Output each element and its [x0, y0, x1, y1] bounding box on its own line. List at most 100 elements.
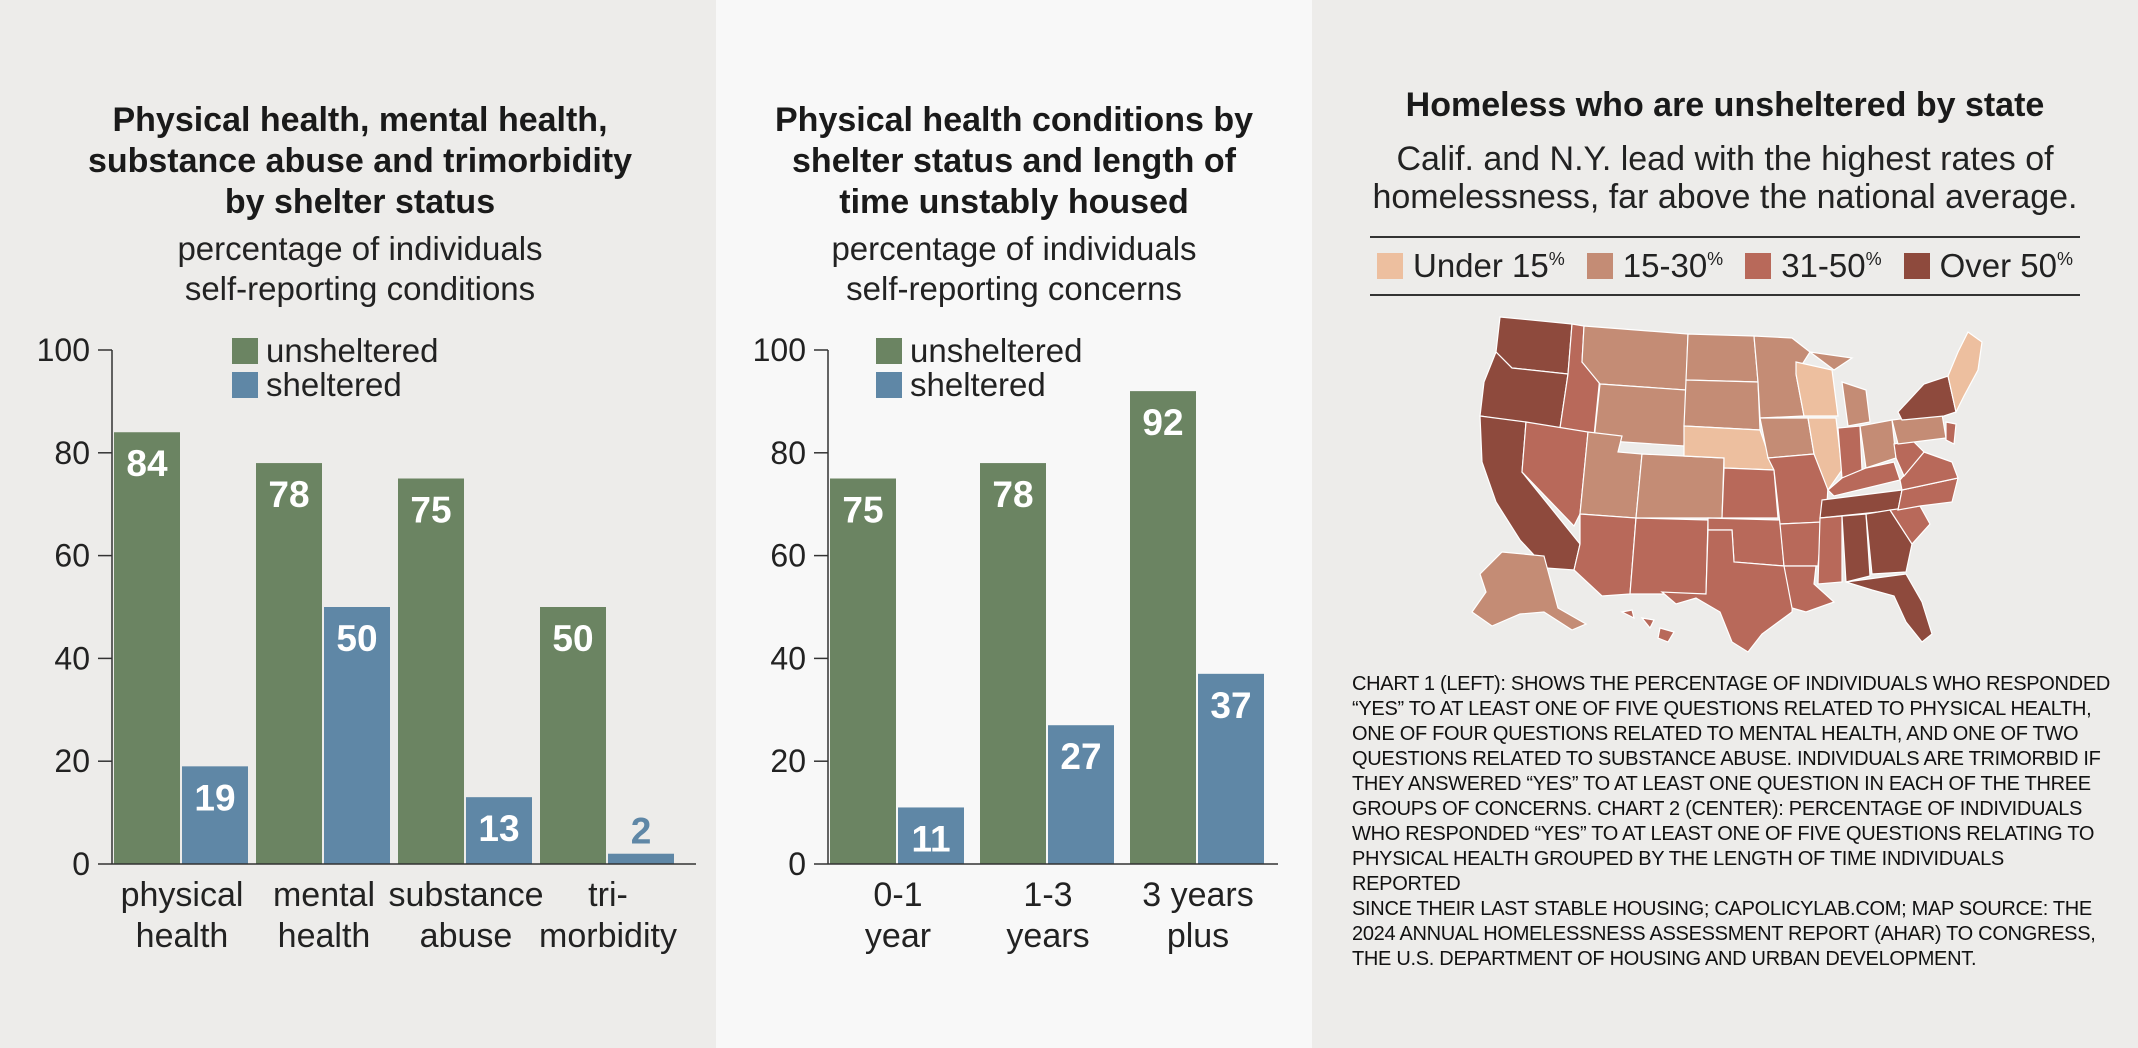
us-map — [1471, 316, 1983, 653]
state-alabama — [1841, 513, 1871, 583]
bar-sheltered — [466, 797, 532, 864]
map-subtitle-line: Calif. and N.Y. lead with the highest ra… — [1396, 140, 2054, 178]
legend-swatch-over50 — [1903, 253, 1930, 279]
chart2-subtitle-line: percentage of individuals — [831, 230, 1197, 267]
bar-unsheltered — [256, 463, 322, 864]
notes-line: one of four questions related to mental … — [1352, 723, 2079, 745]
state-new-england — [1947, 331, 1983, 414]
bar-value-label: 84 — [126, 443, 168, 484]
state-utah — [1579, 431, 1643, 519]
state-florida — [1845, 573, 1933, 643]
legend-label-sheltered: sheltered — [266, 366, 402, 403]
notes-line: physical health grouped by the length of… — [1352, 848, 2004, 895]
bar-unsheltered — [540, 607, 606, 864]
notes-line: the U.S. Department of Housing and Urban… — [1352, 948, 1977, 970]
state-arizona — [1573, 513, 1637, 597]
category-label: substance — [389, 876, 544, 914]
y-tick-label: 20 — [54, 743, 90, 779]
chart1-subtitle: percentage of individuals self-reporting… — [20, 229, 700, 309]
legend-label: 15-30% — [1622, 247, 1724, 284]
bar-sheltered — [608, 853, 674, 864]
chart1-subtitle-line: percentage of individuals — [177, 230, 543, 267]
state-wisconsin — [1795, 361, 1839, 417]
bar-value-label: 75 — [410, 490, 451, 531]
legend-swatch-15-30 — [1586, 253, 1613, 279]
chart2-subtitle-line: self-reporting concerns — [846, 270, 1182, 307]
state-georgia — [1865, 509, 1913, 575]
chart1-title: Physical health, mental health, substanc… — [20, 100, 700, 223]
notes-line: “yes” to at least one of five questions … — [1352, 698, 2092, 720]
category-label: 3 years — [1142, 876, 1254, 914]
state-montana — [1581, 325, 1689, 391]
chart1-title-line: substance abuse and trimorbidity — [87, 142, 633, 180]
y-tick-label: 100 — [753, 332, 806, 368]
map-title: Homeless who are unsheltered by state — [1405, 86, 2045, 124]
bar-sheltered — [898, 807, 964, 864]
chart1-panel: Physical health, mental health, substanc… — [0, 0, 716, 1048]
notes-line: they answered “yes” to at least one ques… — [1352, 773, 2091, 795]
notes-line: 2024 Annual Homelessness Assessment Repo… — [1352, 923, 2096, 945]
y-tick-label: 40 — [770, 640, 806, 676]
chart1-plot: 0204060801008419physicalhealth7850mental… — [37, 332, 696, 955]
legend-label-unsheltered: unsheltered — [266, 332, 438, 369]
state-north-dakota — [1685, 333, 1759, 383]
legend-swatch-sheltered — [232, 372, 258, 398]
category-label: tri- — [588, 876, 628, 914]
map-legend-item: 31-50% — [1745, 247, 1882, 285]
y-tick-label: 60 — [770, 538, 806, 574]
legend-swatch-under15 — [1376, 253, 1403, 279]
notes-line: groups of concerns. Chart 2 (center): Pe… — [1352, 798, 2083, 820]
chart1-subtitle-line: self-reporting conditions — [184, 270, 536, 307]
chart2-subtitle: percentage of individuals self-reporting… — [726, 229, 1302, 309]
state-louisiana — [1783, 565, 1836, 613]
bar-value-label: 11 — [911, 818, 950, 859]
chart2-panel: Physical health conditions by shelter st… — [716, 0, 1312, 1048]
notes-line: Chart 1 (left): Shows the percentage of … — [1352, 673, 2111, 695]
category-label: 0-1 — [873, 876, 922, 914]
legend-label: Under 15% — [1412, 247, 1565, 284]
category-label: morbidity — [539, 917, 677, 955]
map-legend-item: 15-30% — [1586, 247, 1724, 285]
y-tick-label: 0 — [72, 846, 90, 882]
bar-unsheltered — [114, 432, 180, 864]
bar-value-label: 19 — [194, 777, 235, 818]
category-label: physical — [121, 876, 244, 914]
legend-swatch-unsheltered — [232, 338, 258, 364]
bar-value-label: 75 — [842, 490, 883, 531]
chart2-title: Physical health conditions by shelter st… — [726, 100, 1302, 223]
y-tick-label: 80 — [54, 435, 90, 471]
bar-value-label: 78 — [992, 474, 1033, 515]
state-new-jersey — [1945, 421, 1957, 445]
bar-value-label: 50 — [552, 618, 593, 659]
category-label: years — [1006, 917, 1089, 955]
state-illinois — [1807, 417, 1843, 492]
y-tick-label: 20 — [770, 743, 806, 779]
state-hawaii — [1620, 609, 1675, 643]
state-south-dakota — [1683, 379, 1761, 431]
bar-unsheltered — [830, 478, 896, 864]
y-tick-label: 0 — [788, 846, 806, 882]
y-tick-label: 60 — [54, 538, 90, 574]
category-label: health — [278, 917, 371, 955]
bar-value-label: 13 — [478, 808, 519, 849]
bar-unsheltered — [1130, 391, 1196, 864]
legend-label: Over 50% — [1939, 247, 2074, 284]
state-new-york — [1897, 375, 1957, 421]
chart2-title-line: shelter status and length of — [792, 142, 1236, 180]
state-new-mexico — [1629, 517, 1709, 595]
map-panel: Homeless who are unsheltered by state Ca… — [1312, 0, 2138, 1048]
bar-value-label: 27 — [1060, 736, 1101, 777]
state-indiana — [1837, 425, 1863, 479]
legend-swatch-sheltered — [876, 372, 902, 398]
legend-label-sheltered: sheltered — [910, 366, 1046, 403]
bar-value-label: 37 — [1210, 685, 1251, 726]
state-kentucky — [1827, 461, 1901, 497]
category-label: year — [865, 917, 931, 955]
category-label: abuse — [420, 917, 513, 955]
y-tick-label: 40 — [54, 640, 90, 676]
category-label: mental — [273, 876, 375, 914]
map-subtitle-line: homelessness, far above the national ave… — [1372, 178, 2078, 216]
chart1-title-line: Physical health, mental health, — [112, 101, 608, 139]
chart2-title-line: Physical health conditions by — [775, 101, 1253, 139]
state-michigan — [1809, 351, 1871, 427]
